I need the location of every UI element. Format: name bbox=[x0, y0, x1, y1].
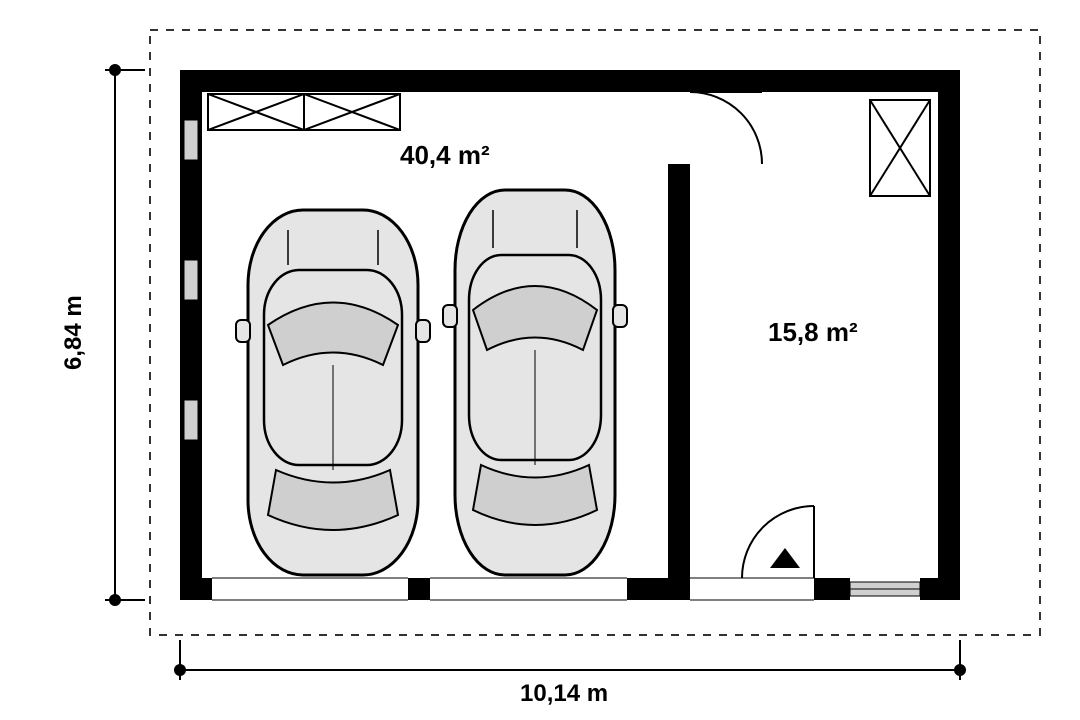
car-right bbox=[443, 190, 627, 575]
storage-boxes bbox=[208, 94, 930, 196]
store-area-label: 15,8 m² bbox=[768, 317, 858, 348]
dim-width bbox=[175, 640, 965, 680]
floorplan-svg bbox=[0, 0, 1080, 720]
floorplan-canvas: 40,4 m² 15,8 m² 10,14 m 6,84 m bbox=[0, 0, 1080, 720]
car-left bbox=[236, 210, 430, 575]
dim-height bbox=[105, 65, 145, 605]
width-dim-label: 10,14 m bbox=[520, 680, 608, 708]
garage-area-label: 40,4 m² bbox=[400, 140, 490, 171]
bottom-window bbox=[850, 578, 920, 600]
store-door-opening bbox=[690, 578, 814, 600]
entry-arrow-icon bbox=[770, 548, 800, 568]
door-partition bbox=[690, 92, 762, 164]
height-dim-label: 6,84 m bbox=[60, 295, 88, 370]
